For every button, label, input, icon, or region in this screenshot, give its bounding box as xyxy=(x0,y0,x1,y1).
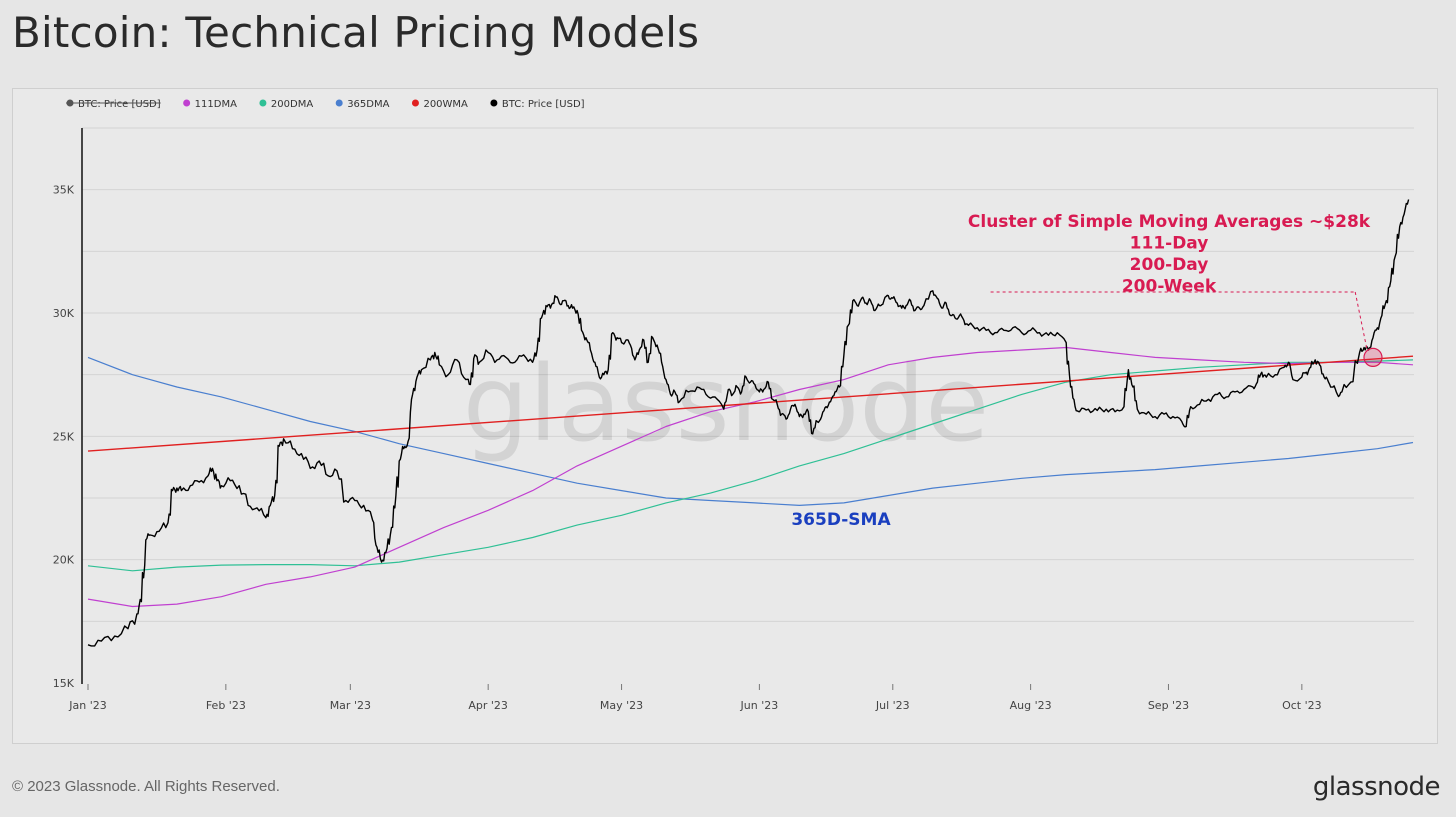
chart-frame xyxy=(12,88,1438,744)
legend-marker-2 xyxy=(259,99,267,107)
annotation-line-0: Cluster of Simple Moving Averages ~$28k xyxy=(968,212,1371,232)
x-tick-label: Jan '23 xyxy=(68,699,106,712)
legend-label-5: BTC: Price [USD] xyxy=(502,99,585,110)
x-tick-label: Oct '23 xyxy=(1282,699,1322,712)
x-tick-label: Sep '23 xyxy=(1148,699,1189,712)
annotation-line-2: 200-Day xyxy=(1130,255,1209,275)
x-tick-label: Jul '23 xyxy=(875,699,910,712)
brand-logo: glassnode xyxy=(1312,772,1441,802)
series-group xyxy=(87,199,1414,647)
chart-watermark: glassnode xyxy=(463,343,990,465)
legend-label-3: 365DMA xyxy=(347,99,389,110)
y-tick-label: 25K xyxy=(53,430,75,443)
x-tick-label: Mar '23 xyxy=(330,699,371,712)
y-tick-label: 20K xyxy=(53,554,75,567)
axis-ticks: 15K 20K 25K 30K 35K Jan '23 Feb '23 Mar '23 Apr … xyxy=(53,184,1322,712)
series-line-200wma xyxy=(87,355,1414,452)
x-tick-label: Aug '23 xyxy=(1010,699,1052,712)
x-tick-label: Apr '23 xyxy=(468,699,508,712)
page-title: Bitcoin: Technical Pricing Models xyxy=(12,8,700,57)
annotation-line-3: 200-Week xyxy=(1122,277,1217,297)
annotation-line-1: 111-Day xyxy=(1130,234,1209,254)
x-tick-label: May '23 xyxy=(600,699,643,712)
legend-marker-5 xyxy=(490,99,498,107)
legend-marker-1 xyxy=(183,99,191,107)
series-line-365dma xyxy=(87,356,1414,506)
x-tick-label: Jun '23 xyxy=(740,699,779,712)
chart-legend: BTC: Price [USD] 111DMA 200DMA 365DMA 200WMA… xyxy=(66,99,585,110)
series-line-111dma xyxy=(87,346,1414,608)
legend-label-4: 200WMA xyxy=(423,99,468,110)
annotation-365d-sma: 365D-SMA xyxy=(791,510,891,530)
chart-annotations: Cluster of Simple Moving Averages ~$28k1… xyxy=(791,212,1383,530)
y-tick-label: 15K xyxy=(53,677,75,690)
gridlines xyxy=(82,127,1414,622)
y-tick-label: 35K xyxy=(53,184,75,197)
series-line-btc-price-usd- xyxy=(87,199,1410,647)
series-line-200dma xyxy=(87,359,1414,572)
legend-marker-4 xyxy=(411,99,419,107)
y-tick-label: 30K xyxy=(53,307,75,320)
legend-label-2: 200DMA xyxy=(271,99,313,110)
callout-cluster-circle xyxy=(1363,347,1383,367)
legend-label-1: 111DMA xyxy=(195,99,237,110)
callout-dashed-connector xyxy=(1354,291,1368,350)
x-tick-label: Feb '23 xyxy=(206,699,246,712)
legend-marker-3 xyxy=(335,99,343,107)
copyright-footer: © 2023 Glassnode. All Rights Reserved. xyxy=(12,778,280,795)
legend-label-0: BTC: Price [USD] xyxy=(78,99,161,110)
